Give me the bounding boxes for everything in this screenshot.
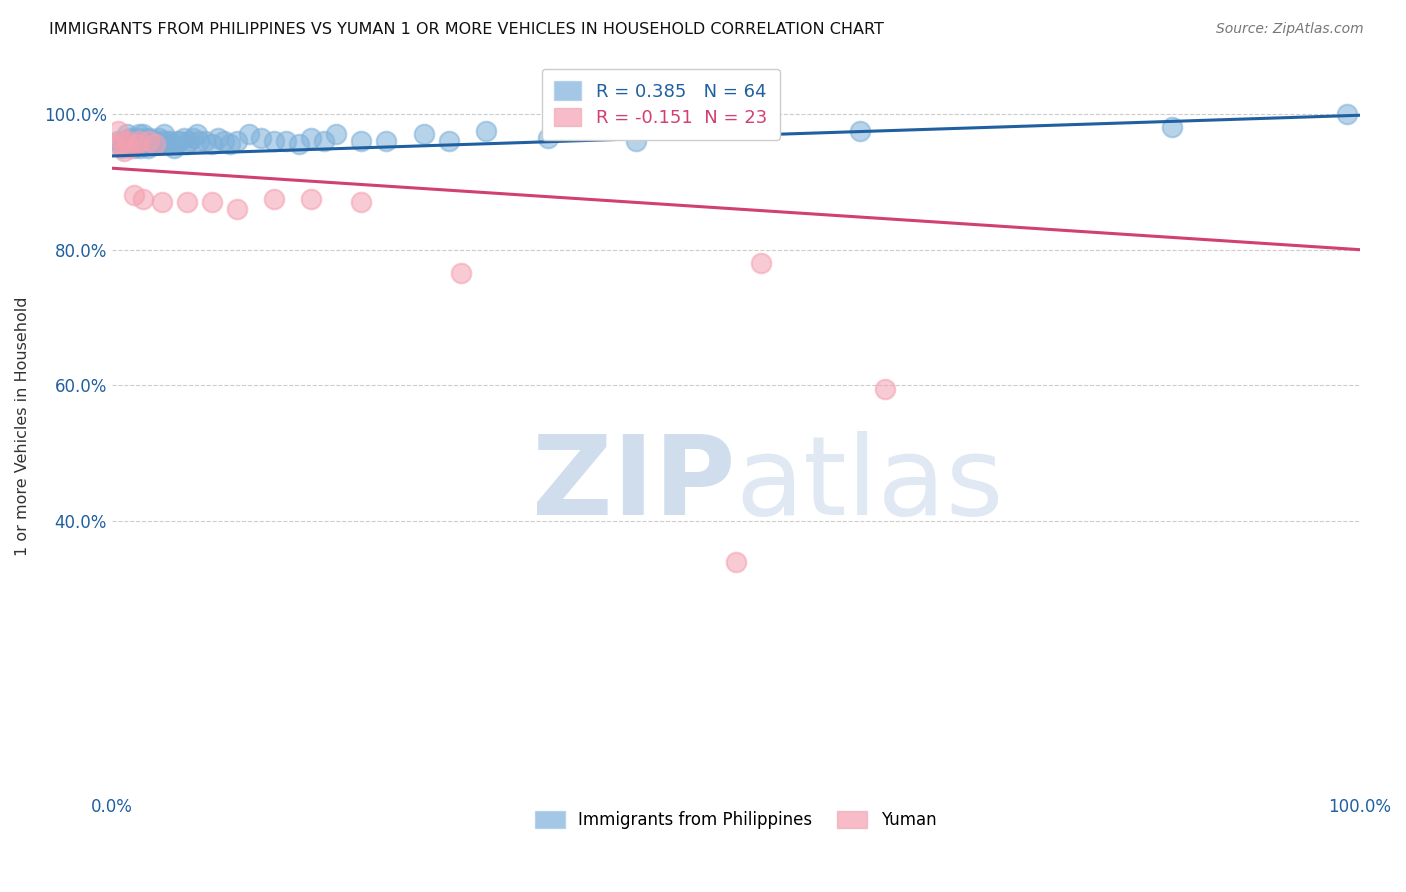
Point <box>225 202 247 216</box>
Point <box>179 134 201 148</box>
Point <box>219 137 242 152</box>
Point <box>212 134 235 148</box>
Point <box>238 128 260 142</box>
Point <box>134 130 156 145</box>
Point <box>111 141 134 155</box>
Point <box>122 188 145 202</box>
Point <box>475 124 498 138</box>
Point <box>299 130 322 145</box>
Point <box>312 134 335 148</box>
Point <box>115 128 138 142</box>
Point <box>176 137 198 152</box>
Point <box>875 382 897 396</box>
Point <box>250 130 273 145</box>
Point <box>146 137 169 152</box>
Point <box>166 134 188 148</box>
Point <box>131 134 153 148</box>
Legend: Immigrants from Philippines, Yuman: Immigrants from Philippines, Yuman <box>529 804 943 836</box>
Point <box>112 145 135 159</box>
Point <box>115 134 138 148</box>
Point <box>350 195 373 210</box>
Point <box>150 195 173 210</box>
Point <box>127 134 149 148</box>
Point <box>156 137 179 152</box>
Point <box>107 134 129 148</box>
Text: atlas: atlas <box>735 431 1004 538</box>
Text: IMMIGRANTS FROM PHILIPPINES VS YUMAN 1 OR MORE VEHICLES IN HOUSEHOLD CORRELATION: IMMIGRANTS FROM PHILIPPINES VS YUMAN 1 O… <box>49 22 884 37</box>
Point <box>128 128 150 142</box>
Point <box>437 134 460 148</box>
Point <box>125 130 148 145</box>
Point <box>375 134 398 148</box>
Point <box>1161 120 1184 135</box>
Point <box>128 134 150 148</box>
Point <box>169 134 191 148</box>
Point <box>173 130 195 145</box>
Point <box>150 134 173 148</box>
Point <box>145 137 167 152</box>
Point <box>1336 107 1358 121</box>
Point <box>134 137 156 152</box>
Point <box>142 134 165 148</box>
Point <box>350 134 373 148</box>
Point <box>111 134 134 148</box>
Point <box>412 128 434 142</box>
Point <box>288 137 311 152</box>
Point <box>122 141 145 155</box>
Point <box>849 124 872 138</box>
Point <box>325 128 347 142</box>
Point <box>148 130 170 145</box>
Point <box>194 134 217 148</box>
Point <box>104 137 127 152</box>
Point <box>624 134 647 148</box>
Text: Source: ZipAtlas.com: Source: ZipAtlas.com <box>1216 22 1364 37</box>
Point <box>136 141 159 155</box>
Point <box>537 130 560 145</box>
Point <box>263 192 285 206</box>
Point <box>112 134 135 148</box>
Point <box>181 130 204 145</box>
Point <box>125 137 148 152</box>
Text: ZIP: ZIP <box>533 431 735 538</box>
Point <box>188 134 211 148</box>
Point <box>139 130 162 145</box>
Point <box>176 195 198 210</box>
Point <box>200 137 222 152</box>
Point <box>159 134 181 148</box>
Point <box>724 555 747 569</box>
Point <box>153 128 176 142</box>
Point <box>276 134 298 148</box>
Point <box>138 134 160 148</box>
Point <box>200 195 222 210</box>
Point <box>132 128 155 142</box>
Point <box>118 134 141 148</box>
Point <box>107 124 129 138</box>
Point <box>299 192 322 206</box>
Point <box>225 134 247 148</box>
Point <box>141 137 163 152</box>
Point <box>129 141 152 155</box>
Point <box>120 141 142 155</box>
Point <box>156 134 179 148</box>
Point <box>124 134 146 148</box>
Point <box>207 130 229 145</box>
Point <box>135 134 157 148</box>
Y-axis label: 1 or more Vehicles in Household: 1 or more Vehicles in Household <box>15 296 30 556</box>
Point <box>132 192 155 206</box>
Point <box>145 134 167 148</box>
Point <box>138 134 160 148</box>
Point <box>263 134 285 148</box>
Point <box>186 128 208 142</box>
Point <box>163 141 186 155</box>
Point <box>450 267 472 281</box>
Point <box>121 137 143 152</box>
Point <box>120 130 142 145</box>
Point <box>749 256 772 270</box>
